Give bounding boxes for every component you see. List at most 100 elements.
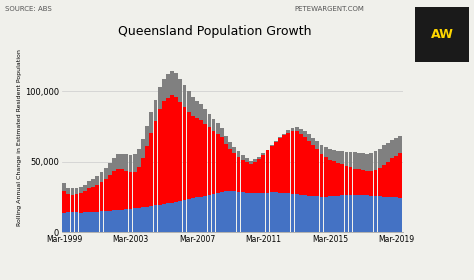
Bar [71, 195, 74, 212]
Bar [112, 210, 116, 232]
Bar [311, 138, 315, 145]
Bar [154, 206, 157, 232]
Bar [394, 197, 398, 232]
Bar [274, 142, 278, 192]
Bar [191, 97, 195, 116]
Text: AW: AW [430, 28, 454, 41]
Bar [95, 185, 99, 211]
Bar [353, 195, 356, 232]
Bar [357, 169, 361, 195]
Bar [307, 141, 311, 196]
Bar [174, 97, 178, 202]
Bar [158, 205, 162, 232]
Bar [336, 196, 340, 232]
Bar [95, 176, 99, 185]
Bar [232, 147, 236, 153]
Bar [328, 149, 332, 160]
Bar [145, 207, 149, 232]
Bar [282, 193, 286, 232]
Bar [237, 157, 240, 192]
Bar [166, 97, 170, 203]
Bar [199, 197, 203, 232]
Bar [71, 188, 74, 195]
Bar [291, 194, 294, 232]
Bar [374, 151, 377, 170]
Bar [228, 149, 232, 191]
Bar [399, 198, 402, 232]
Bar [286, 133, 290, 193]
Bar [232, 153, 236, 191]
Bar [224, 144, 228, 192]
Bar [228, 191, 232, 232]
Bar [382, 197, 386, 232]
Bar [83, 185, 87, 191]
Bar [162, 204, 166, 232]
Bar [399, 136, 402, 153]
Bar [166, 203, 170, 232]
Bar [340, 151, 344, 164]
Bar [303, 195, 307, 232]
Y-axis label: Rolling Annual Change in Estimated Resident Population: Rolling Annual Change in Estimated Resid… [17, 49, 22, 226]
Bar [108, 211, 112, 232]
Bar [353, 152, 356, 169]
Bar [149, 206, 153, 232]
Bar [191, 116, 195, 198]
Bar [365, 154, 369, 171]
Bar [174, 73, 178, 97]
Bar [299, 195, 303, 232]
Bar [328, 196, 332, 232]
Bar [237, 192, 240, 232]
Bar [374, 170, 377, 196]
Bar [361, 195, 365, 232]
Bar [104, 211, 108, 232]
Bar [353, 169, 356, 195]
Bar [295, 131, 299, 194]
Bar [182, 200, 186, 232]
Bar [208, 114, 211, 127]
Bar [120, 210, 124, 232]
Bar [133, 208, 137, 232]
Bar [345, 152, 348, 166]
Bar [282, 135, 286, 193]
Bar [66, 194, 70, 212]
Bar [137, 149, 141, 167]
Bar [316, 197, 319, 232]
Bar [336, 151, 340, 163]
Bar [249, 193, 253, 232]
Bar [245, 162, 249, 193]
Bar [357, 153, 361, 169]
Bar [274, 141, 278, 142]
Text: PETEWARGENT.COM: PETEWARGENT.COM [294, 6, 364, 11]
Bar [203, 196, 207, 232]
Bar [332, 150, 336, 162]
Bar [324, 157, 328, 197]
Bar [87, 181, 91, 188]
Bar [62, 192, 66, 213]
Bar [75, 188, 79, 194]
Bar [87, 188, 91, 212]
Bar [75, 212, 79, 232]
Bar [125, 154, 128, 171]
Bar [95, 211, 99, 232]
Bar [382, 145, 386, 165]
Bar [349, 195, 353, 232]
Bar [112, 171, 116, 210]
Bar [369, 196, 373, 232]
Bar [241, 160, 245, 192]
Bar [253, 160, 257, 162]
Bar [319, 144, 323, 154]
Bar [307, 196, 311, 232]
Bar [125, 209, 128, 232]
Bar [274, 192, 278, 232]
Bar [253, 193, 257, 232]
Bar [394, 156, 398, 197]
Bar [282, 134, 286, 135]
Bar [399, 153, 402, 198]
Bar [191, 198, 195, 232]
Bar [199, 104, 203, 120]
Bar [104, 179, 108, 211]
Bar [291, 128, 294, 131]
Bar [249, 164, 253, 193]
Bar [158, 109, 162, 205]
Bar [203, 124, 207, 196]
